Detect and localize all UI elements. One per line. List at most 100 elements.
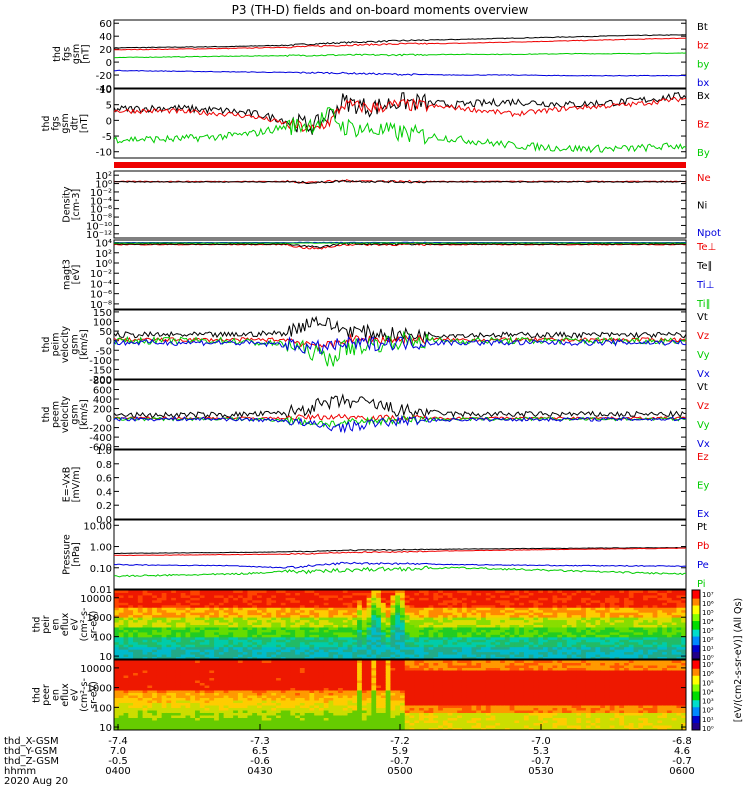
panel-efield: 1.0 0.8 0.6 0.4 0.2 0.0 E=-VxB[mV/m] Ez Ey Ex xyxy=(61,446,709,526)
ytick-label: 0.6 xyxy=(96,474,112,485)
legend-entry: Bx xyxy=(697,91,710,102)
colorbars: 10⁷10⁶10⁵10⁴10³10²10¹10⁰10⁷10⁶10⁵10⁴10³1… xyxy=(691,589,744,733)
legend-entry: Ni xyxy=(697,201,707,212)
xaxis-row-label: hhmm xyxy=(4,766,36,777)
ytick-label: 100 xyxy=(93,633,112,644)
ytick-label: 10000 xyxy=(80,594,112,605)
colorbar-tick: 10¹ xyxy=(702,716,714,724)
series-line-1 xyxy=(113,37,686,51)
ytick-label: 10 xyxy=(99,652,112,663)
legend-entry: Ne xyxy=(697,173,711,184)
ytick-label: 1.00 xyxy=(90,543,112,554)
ytick-label: 10 xyxy=(99,85,112,96)
colorbar-tick: 10³ xyxy=(702,698,714,706)
legend-entry: bz xyxy=(697,41,709,52)
xaxis-row-value: -0.6 xyxy=(250,756,270,767)
ytick-label: 100 xyxy=(93,703,112,714)
ylabel-line: [eV] xyxy=(71,265,82,285)
xaxis-row-value: -6.8 xyxy=(672,736,692,747)
ytick-label: 10⁰ xyxy=(95,180,112,191)
ytick-label: 0 xyxy=(106,414,112,425)
ylabel-line: (cm²-s- xyxy=(79,608,90,642)
ytick-label: -50 xyxy=(96,346,112,357)
ytick-label: 10⁴ xyxy=(95,239,112,250)
ytick-label: 10⁻⁴ xyxy=(90,196,112,207)
series-line-2 xyxy=(113,561,687,569)
ylabel-line: gsm xyxy=(70,334,81,354)
ytick-label: 10² xyxy=(95,249,112,260)
ylabel-line: fgs xyxy=(51,116,62,130)
series-line-2 xyxy=(113,330,687,367)
colorbar-tick: 10⁰ xyxy=(702,725,714,733)
ytick-label: 50 xyxy=(99,327,112,338)
series-line-2 xyxy=(113,107,687,154)
ytick-label: 10⁻¹² xyxy=(86,230,112,241)
ylabel-line: thd xyxy=(41,337,52,353)
panel-peem-velocity: 8006004002000-200-400-600thdpeemvelocity… xyxy=(41,376,710,454)
colorbar-tick: 10³ xyxy=(702,627,714,635)
ylabel-line: peem xyxy=(51,401,62,428)
xaxis-row-value: 5.9 xyxy=(392,746,408,757)
xaxis-row-label: thd_Z-GSM xyxy=(4,756,59,767)
ytick-label: 10 xyxy=(99,723,112,734)
ytick-label: 10⁻⁸ xyxy=(90,300,112,311)
legend-entry: Vz xyxy=(697,331,709,342)
xaxis-row-value: 5.3 xyxy=(533,746,549,757)
series-line-2 xyxy=(113,52,687,59)
xaxis-row-value: 0400 xyxy=(105,766,130,777)
ytick-label: 40 xyxy=(99,32,112,43)
legend-entry: Pb xyxy=(697,541,709,552)
ytick-label: 10² xyxy=(95,171,112,182)
xaxis-row-label: thd_X-GSM xyxy=(4,736,59,747)
ytick-label: -20 xyxy=(96,71,112,82)
panel-pressure: 10.00 1.00 0.10 0.01 Pressure[nPa] Pt Pb Pe Pi xyxy=(61,519,709,596)
ytick-label: -100 xyxy=(89,356,112,367)
ylabel-line: gsm xyxy=(71,44,82,64)
legend-entry: Te⊥ xyxy=(696,242,716,253)
ytick-label: -200 xyxy=(89,424,112,435)
ylabel-line: fgs xyxy=(61,47,72,61)
figure-title: P3 (TH-D) fields and on-board moments ov… xyxy=(232,3,529,17)
xaxis-row-value: 0530 xyxy=(528,766,553,777)
ylabel-line: [km/s] xyxy=(79,329,90,359)
panel-peer-spectrogram: 10000 1000 100 10 thdpeerenefluxeV(cm²-s-sr-… xyxy=(32,659,687,734)
xaxis-row-value: 6.5 xyxy=(252,746,268,757)
ytick-label: -40 xyxy=(96,84,112,95)
ylabel-line: peim xyxy=(51,333,62,357)
ytick-label: 1000 xyxy=(87,613,112,624)
ytick-label: 10⁻⁴ xyxy=(90,279,112,290)
legend-entry: Ey xyxy=(697,481,709,492)
ytick-label: 400 xyxy=(93,395,112,406)
series-line-1 xyxy=(113,413,687,422)
legend-entry: Vt xyxy=(697,382,708,393)
ytick-label: 100 xyxy=(93,318,112,329)
colorbar-label: [eV/(cm2-s-sr-eV)] (All Qs) xyxy=(733,598,744,722)
colorbar-tick: 10⁶ xyxy=(702,600,714,608)
ylabel-line: thd xyxy=(52,46,63,62)
ytick-label: 5 xyxy=(106,101,112,112)
ylabel-line: Density xyxy=(61,186,72,222)
series-line-3 xyxy=(114,69,686,77)
xaxis-row-value: -0.7 xyxy=(390,756,410,767)
colorbar-tick: 10⁴ xyxy=(702,618,714,626)
ytick-label: 10.00 xyxy=(83,521,112,532)
ytick-label: -400 xyxy=(89,433,112,444)
xaxis-row-value: 0430 xyxy=(247,766,272,777)
xaxis-row-value: -0.5 xyxy=(108,756,128,767)
ytick-label: 0.01 xyxy=(90,585,112,596)
colorbar-tick: 10⁵ xyxy=(702,609,714,617)
xaxis-row-value: -7.2 xyxy=(390,736,410,747)
ytick-label: -600 xyxy=(89,443,112,454)
legend-entry: Npot xyxy=(697,228,721,239)
xaxis-row-value: 0500 xyxy=(387,766,412,777)
ylabel-line: (cm²-s- xyxy=(79,678,90,712)
ylabel-line: sr-eV) xyxy=(89,611,100,639)
series-line-3 xyxy=(113,565,687,578)
series-line-3 xyxy=(113,414,686,434)
ytick-label: 0 xyxy=(106,58,112,69)
